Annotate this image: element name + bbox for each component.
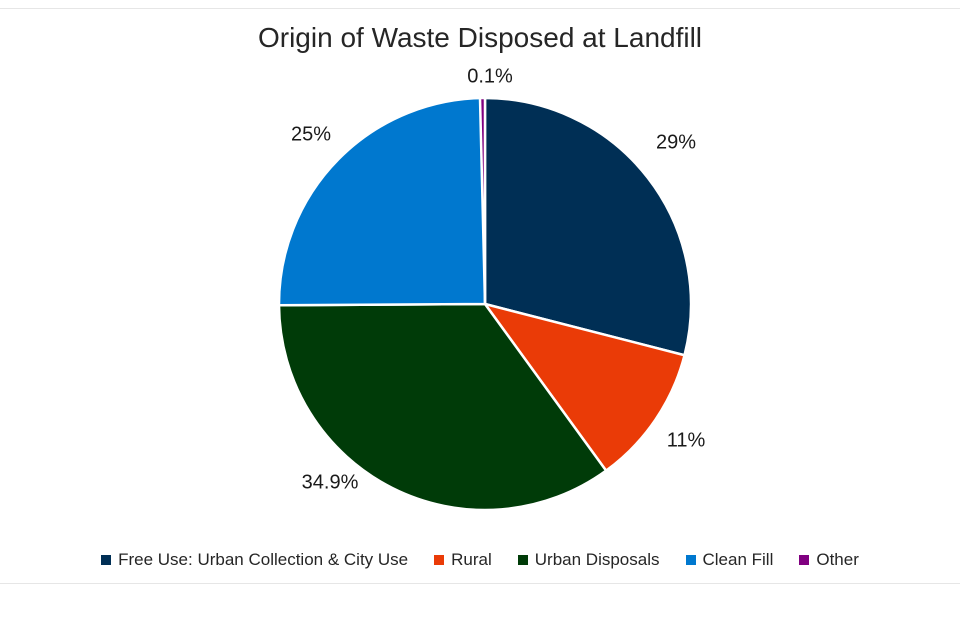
pie-slice-rural — [483, 302, 686, 472]
data-label-clean-fill: 25% — [291, 123, 331, 145]
pie-slice-free-use-urban-collection-city-use — [483, 96, 693, 357]
chart-frame — [0, 8, 960, 584]
legend-swatch — [517, 555, 528, 565]
pie-slice-urban-disposals — [277, 302, 608, 512]
legend-item: Rural — [434, 550, 492, 570]
data-label-urban-disposals: 34.9% — [302, 471, 359, 493]
legend-item: Urban Disposals — [517, 550, 660, 570]
data-label-free-use-urban-collection-city-use: 29% — [656, 131, 696, 153]
legend-item: Clean Fill — [685, 550, 774, 570]
legend-swatch — [799, 555, 810, 565]
legend-label: Rural — [451, 550, 492, 569]
pie-slice-other — [478, 96, 487, 306]
legend-swatch — [101, 555, 112, 565]
legend-item: Free Use: Urban Collection & City Use — [101, 550, 408, 570]
pie-slice-clean-fill — [277, 96, 487, 307]
chart-title: Origin of Waste Disposed at Landfill — [257, 22, 703, 53]
data-label-other: 0.1% — [467, 65, 513, 87]
legend-label: Free Use: Urban Collection & City Use — [118, 550, 409, 569]
legend-label: Urban Disposals — [534, 550, 660, 569]
legend-swatch — [685, 555, 696, 565]
legend-label: Clean Fill — [702, 550, 774, 569]
legend-swatch — [434, 555, 445, 565]
legend-item: Other — [799, 550, 859, 570]
data-label-rural: 11% — [667, 429, 706, 451]
legend: Free Use: Urban Collection & City Use Rur… — [0, 550, 960, 570]
legend-label: Other — [816, 550, 859, 569]
